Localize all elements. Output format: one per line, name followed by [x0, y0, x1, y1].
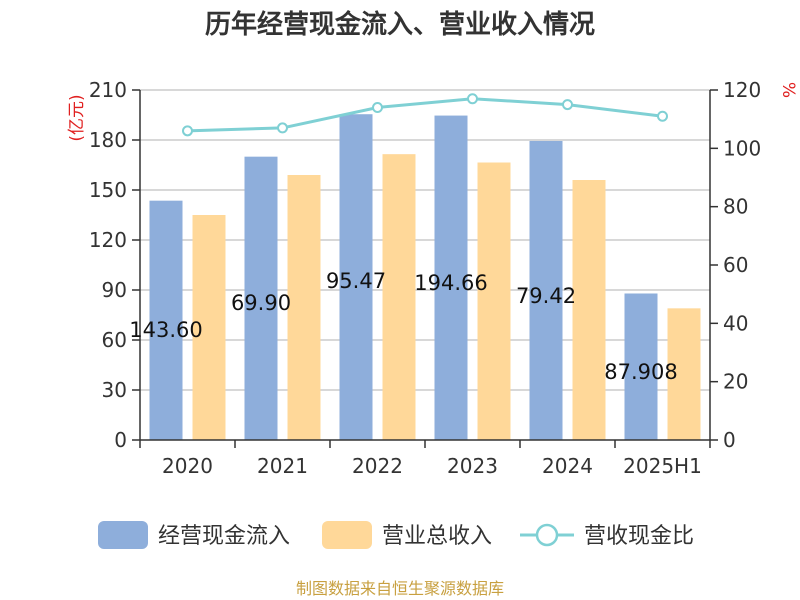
data-label: 69.90: [231, 291, 291, 315]
data-labels: 143.60 69.90 95.47 194.66 79.42 87.908: [129, 269, 677, 384]
bar-营业总收入: [572, 180, 606, 440]
bar-经营现金流入: [434, 115, 468, 441]
y-left-tick-label: 150: [89, 178, 127, 202]
line-point: [657, 110, 668, 122]
bar-营业总收入: [287, 175, 321, 440]
line-point: [372, 102, 383, 113]
bar-营业总收入: [192, 215, 226, 440]
y-left-tick-label: 60: [102, 328, 127, 352]
y-left-tick-label: 180: [89, 128, 127, 152]
bar-营业总收入: [667, 308, 701, 440]
x-tick-label: 2024: [542, 454, 593, 478]
legend-label: 营业总收入: [382, 524, 492, 549]
legend-swatch-营业总收入: [322, 521, 372, 549]
legend-marker-营收现金比: [535, 523, 559, 547]
ratio-line: [182, 93, 668, 137]
x-tick-label: 2025H1: [623, 454, 702, 478]
line-point: [182, 125, 193, 137]
line-营收现金比: [187, 97, 663, 133]
y-right-tick-label: 80: [723, 195, 748, 219]
x-tick-label: 2021: [257, 454, 308, 478]
bars: [149, 114, 701, 441]
x-tick-label: 2022: [352, 454, 403, 478]
legend-label: 营收现金比: [584, 524, 694, 549]
x-tick-label: 2023: [447, 454, 498, 478]
data-label: 87.908: [604, 360, 677, 384]
y-left-tick-label: 90: [102, 278, 127, 302]
legend-swatch-经营现金流入: [98, 521, 148, 549]
y-right-unit-label: %: [778, 82, 798, 98]
axes: 0 30 60 90 120 150 180 210 0 20 40 60 80 100 120 2020 20…: [89, 78, 761, 478]
legend-label: 经营现金流入: [158, 524, 290, 549]
bar-经营现金流入: [244, 156, 278, 440]
source-note: 制图数据来自恒生聚源数据库: [296, 579, 504, 598]
y-right-tick-label: 60: [723, 253, 748, 277]
data-label: 79.42: [516, 284, 576, 308]
grid-lines: [140, 89, 710, 391]
y-right-tick-label: 20: [723, 370, 748, 394]
y-left-unit-label: (亿元): [67, 94, 87, 141]
line-point: [467, 93, 478, 105]
chart-title: 历年经营现金流入、营业收入情况: [205, 9, 595, 40]
x-tick-label: 2020: [162, 454, 213, 478]
data-label: 194.66: [414, 271, 487, 295]
y-right-tick-label: 40: [723, 311, 748, 335]
bar-经营现金流入: [339, 114, 373, 440]
bar-营业总收入: [382, 154, 416, 440]
data-label: 143.60: [129, 318, 202, 342]
y-left-tick-label: 210: [89, 78, 127, 102]
y-right-tick-label: 120: [723, 78, 761, 102]
bar-经营现金流入: [529, 140, 563, 440]
y-left-tick-label: 120: [89, 228, 127, 252]
bar-营业总收入: [477, 162, 511, 440]
data-label: 95.47: [326, 269, 386, 293]
legend: 经营现金流入 营业总收入 营收现金比: [98, 521, 694, 549]
y-left-tick-label: 0: [114, 428, 127, 452]
line-point: [562, 99, 573, 111]
bar-经营现金流入: [149, 200, 183, 440]
y-right-tick-label: 0: [723, 428, 736, 452]
y-left-tick-label: 30: [102, 378, 127, 402]
bar-经营现金流入: [624, 293, 658, 440]
line-point: [277, 122, 288, 134]
y-right-tick-label: 100: [723, 136, 761, 160]
